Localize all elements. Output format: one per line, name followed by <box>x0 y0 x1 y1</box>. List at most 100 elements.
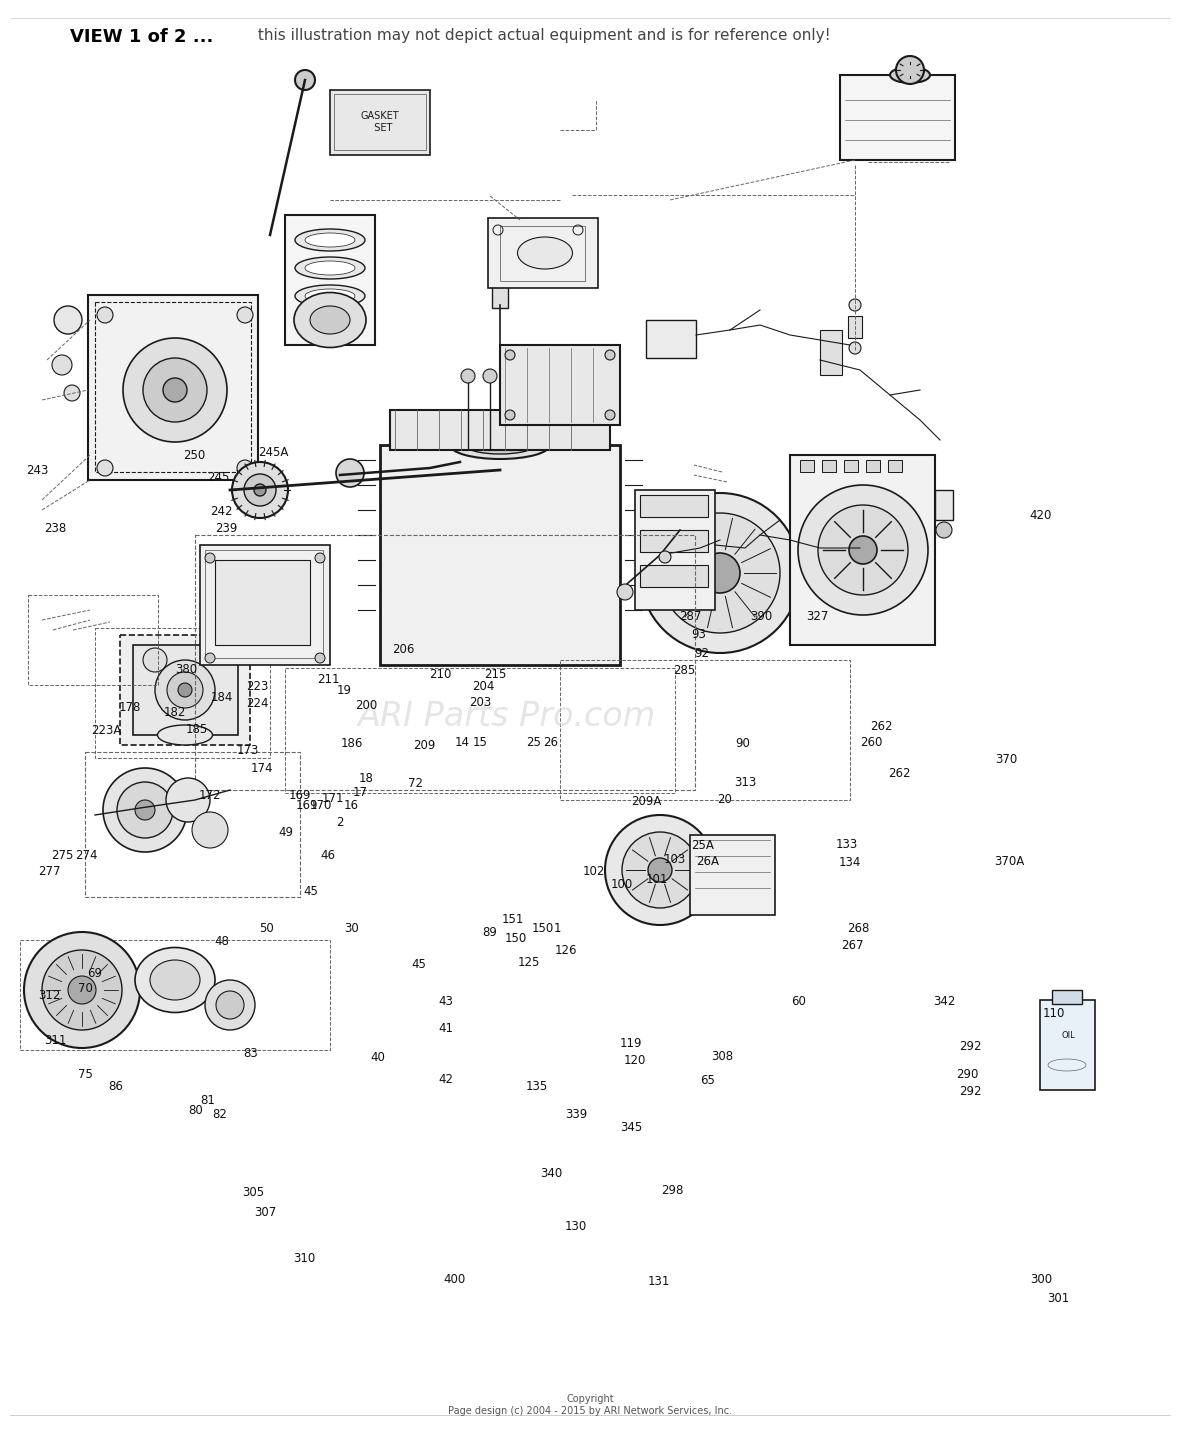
Text: 26: 26 <box>544 735 558 749</box>
Text: 345: 345 <box>621 1121 642 1135</box>
Text: 310: 310 <box>294 1251 315 1265</box>
Ellipse shape <box>294 292 366 347</box>
Text: 48: 48 <box>215 934 229 949</box>
Ellipse shape <box>465 436 535 454</box>
Circle shape <box>237 307 253 322</box>
Circle shape <box>64 385 80 401</box>
Text: 125: 125 <box>518 956 539 970</box>
Bar <box>96 628 270 758</box>
Text: 308: 308 <box>712 1049 733 1063</box>
Circle shape <box>315 653 324 663</box>
Bar <box>822 460 835 471</box>
Text: 70: 70 <box>78 982 92 996</box>
Text: 126: 126 <box>555 943 578 957</box>
Text: 1: 1 <box>553 921 560 936</box>
Circle shape <box>205 653 215 663</box>
Text: 20: 20 <box>717 792 732 807</box>
Circle shape <box>205 980 255 1030</box>
Text: 25A: 25A <box>690 838 714 853</box>
Text: 209A: 209A <box>631 794 662 808</box>
Circle shape <box>68 976 96 1005</box>
Text: 101: 101 <box>647 873 668 887</box>
Circle shape <box>848 536 877 565</box>
Ellipse shape <box>135 947 215 1013</box>
Text: 313: 313 <box>735 775 756 790</box>
Text: 312: 312 <box>39 989 60 1003</box>
Text: 186: 186 <box>341 737 362 751</box>
Text: 45: 45 <box>412 957 426 972</box>
Circle shape <box>178 684 192 696</box>
Bar <box>1040 1000 1095 1091</box>
Text: 204: 204 <box>473 679 494 694</box>
Text: 45: 45 <box>303 884 317 898</box>
Circle shape <box>658 552 671 563</box>
Text: 15: 15 <box>473 735 487 749</box>
Circle shape <box>97 307 113 322</box>
Text: 260: 260 <box>860 735 881 749</box>
Text: 151: 151 <box>503 913 524 927</box>
Text: 43: 43 <box>439 995 453 1009</box>
Text: 243: 243 <box>27 463 48 477</box>
Ellipse shape <box>295 229 365 251</box>
Text: 245A: 245A <box>258 446 289 460</box>
Bar <box>800 460 814 471</box>
Ellipse shape <box>157 725 212 745</box>
Ellipse shape <box>295 285 365 307</box>
Text: 211: 211 <box>316 672 340 686</box>
Text: 133: 133 <box>837 837 858 851</box>
Text: 223: 223 <box>247 679 268 694</box>
Text: 169: 169 <box>295 798 319 813</box>
Text: 86: 86 <box>109 1079 123 1093</box>
Text: 238: 238 <box>45 522 66 536</box>
Bar <box>215 560 310 645</box>
Circle shape <box>168 672 203 708</box>
Text: 50: 50 <box>260 921 274 936</box>
Text: 110: 110 <box>1043 1006 1064 1020</box>
Text: 172: 172 <box>198 788 222 802</box>
Bar <box>195 535 695 790</box>
Bar <box>935 490 953 520</box>
Circle shape <box>848 299 861 311</box>
Bar <box>334 95 426 150</box>
Circle shape <box>24 931 140 1048</box>
Ellipse shape <box>518 236 572 269</box>
Bar <box>645 320 696 358</box>
Text: GASKET
  SET: GASKET SET <box>361 112 399 133</box>
Text: 224: 224 <box>245 696 269 711</box>
Circle shape <box>103 768 186 853</box>
Bar <box>330 90 430 155</box>
Text: 182: 182 <box>164 705 185 719</box>
Ellipse shape <box>304 261 355 275</box>
Bar <box>85 752 300 897</box>
Bar <box>96 302 251 471</box>
Bar <box>500 345 620 426</box>
Text: 400: 400 <box>444 1273 465 1287</box>
Ellipse shape <box>295 257 365 279</box>
Bar <box>560 661 850 800</box>
Text: this illustration may not depict actual equipment and is for reference only!: this illustration may not depict actual … <box>253 29 831 43</box>
Text: 292: 292 <box>958 1039 982 1053</box>
Circle shape <box>205 553 215 563</box>
Circle shape <box>155 661 215 719</box>
Circle shape <box>605 815 715 924</box>
Text: 292: 292 <box>958 1085 982 1099</box>
Circle shape <box>798 484 927 615</box>
Text: 339: 339 <box>565 1108 586 1122</box>
Bar <box>840 75 955 160</box>
Circle shape <box>54 307 81 334</box>
Text: 173: 173 <box>237 744 258 758</box>
Text: 65: 65 <box>701 1073 715 1088</box>
Circle shape <box>42 950 122 1030</box>
Ellipse shape <box>310 307 350 334</box>
Text: 223A: 223A <box>91 724 122 738</box>
Text: 300: 300 <box>1030 1273 1051 1287</box>
Bar <box>844 460 858 471</box>
Text: 275: 275 <box>52 848 73 863</box>
Circle shape <box>315 553 324 563</box>
Text: 285: 285 <box>674 663 695 678</box>
Text: 89: 89 <box>483 926 497 940</box>
Bar <box>199 545 330 665</box>
Text: 130: 130 <box>565 1219 586 1234</box>
Bar <box>1053 990 1082 1005</box>
Text: 298: 298 <box>662 1184 683 1198</box>
